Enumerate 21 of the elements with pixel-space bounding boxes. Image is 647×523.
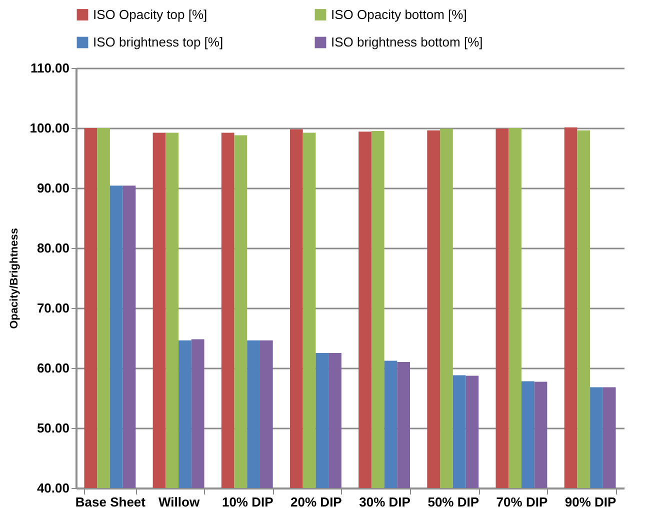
x-tick-label: 70% DIP	[496, 494, 548, 510]
legend-label: ISO Opacity bottom [%]	[331, 6, 467, 22]
y-tick-label: 50.00	[36, 420, 70, 436]
y-tick-label: 90.00	[36, 180, 70, 196]
x-tick-label: 30% DIP	[359, 494, 411, 510]
x-tick-label: Base Sheet	[75, 494, 146, 510]
legend-label: ISO brightness bottom [%]	[331, 34, 483, 50]
y-axis-title: Opacity/Brightness	[8, 228, 21, 329]
x-tick-label: 50% DIP	[428, 494, 480, 510]
y-tick-label: 110.00	[30, 60, 70, 76]
y-tick-label: 100.00	[30, 120, 70, 136]
y-tick-label: 80.00	[36, 240, 70, 256]
y-tick-label: 60.00	[36, 360, 70, 376]
y-tick-label: 40.00	[36, 480, 70, 496]
legend-label: ISO Opacity top [%]	[93, 6, 208, 22]
x-tick-label: Willow	[158, 494, 200, 510]
x-tick-label: 10% DIP	[222, 494, 274, 510]
x-tick-label: 20% DIP	[290, 494, 342, 510]
y-tick-label: 70.00	[36, 300, 70, 316]
x-tick-label: 90% DIP	[564, 494, 617, 510]
legend-label: ISO brightness top [%]	[93, 34, 224, 50]
